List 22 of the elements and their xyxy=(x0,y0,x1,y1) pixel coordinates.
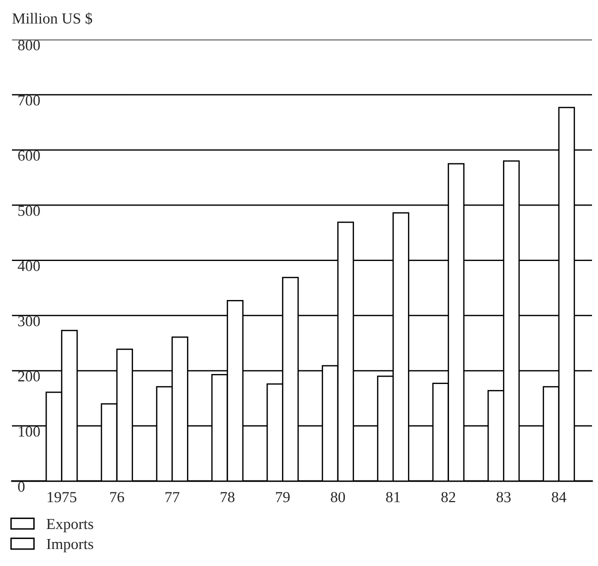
x-tick-label: 1975 xyxy=(48,492,76,502)
y-tick-label: 400 xyxy=(18,260,40,272)
x-tick-label: 80 xyxy=(330,492,345,502)
x-tick-label: 78 xyxy=(220,492,234,502)
x-tick-label: 83 xyxy=(496,492,511,502)
x-tick-label: 81 xyxy=(386,492,400,502)
y-tick-label: 500 xyxy=(18,206,40,216)
x-tick-label: 84 xyxy=(552,492,566,502)
y-tick-label: 800 xyxy=(18,40,40,50)
y-axis-title: Million US $ xyxy=(12,12,92,25)
x-tick-label: 82 xyxy=(441,492,456,502)
x-tick-label: 77 xyxy=(166,492,180,502)
y-tick-label: 0 xyxy=(18,482,25,492)
y-tick-label: 100 xyxy=(18,426,40,437)
y-tick-label: 200 xyxy=(18,371,40,382)
x-tick-label: 76 xyxy=(110,492,124,502)
legend-label: Exports xyxy=(46,518,94,532)
legend-label: Imports xyxy=(46,539,94,552)
y-tick-label: 600 xyxy=(18,150,40,161)
y-tick-label: 700 xyxy=(18,95,40,106)
y-tick-label: 300 xyxy=(18,316,40,326)
x-tick-label: 79 xyxy=(276,492,290,502)
